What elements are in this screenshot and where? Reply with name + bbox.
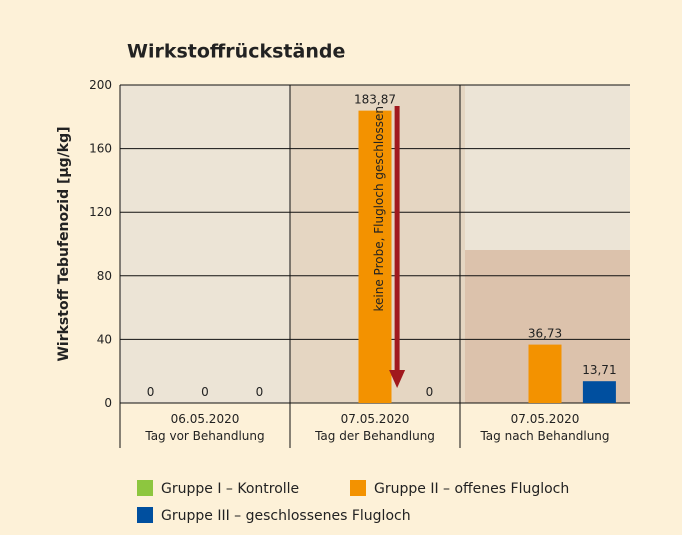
x-tick-label: 07.05.2020 xyxy=(511,412,580,426)
value-label: 36,73 xyxy=(528,327,562,341)
legend-swatch xyxy=(137,507,153,523)
value-label: 0 xyxy=(147,385,155,399)
x-tick-label: 06.05.2020 xyxy=(171,412,240,426)
value-label: 0 xyxy=(201,385,209,399)
y-tick-label: 40 xyxy=(97,332,112,346)
x-tick-label: 07.05.2020 xyxy=(341,412,410,426)
legend-swatch xyxy=(137,480,153,496)
y-tick-label: 160 xyxy=(89,142,112,156)
y-axis-label: Wirkstoff Tebufenozid [µg/kg] xyxy=(56,126,72,361)
legend-swatch xyxy=(350,480,366,496)
chart-title: Wirkstoffrückstände xyxy=(127,41,345,63)
y-tick-label: 120 xyxy=(89,205,112,219)
chart: Wirkstoffrückstände Wirkstoff Tebufenozi… xyxy=(0,0,682,535)
y-tick-label: 200 xyxy=(89,78,112,92)
x-tick-sublabel: Tag der Behandlung xyxy=(314,429,435,443)
value-label: 0 xyxy=(426,385,434,399)
y-tick-label: 0 xyxy=(104,396,112,410)
annotation: keine Probe, Flugloch geschlossen xyxy=(372,106,386,311)
x-tick-sublabel: Tag vor Behandlung xyxy=(144,429,264,443)
legend-label: Gruppe II – offenes Flugloch xyxy=(374,481,569,497)
value-label: 183,87 xyxy=(354,93,396,107)
value-label: 13,71 xyxy=(582,363,616,377)
bar xyxy=(583,381,616,403)
page: {"chart_data": {"type": "bar", "title": … xyxy=(0,0,682,539)
bar xyxy=(529,345,562,403)
value-label: 0 xyxy=(256,385,264,399)
x-tick-sublabel: Tag nach Behandlung xyxy=(479,429,609,443)
legend-label: Gruppe I – Kontrolle xyxy=(161,481,299,497)
legend-label: Gruppe III – geschlossenes Flugloch xyxy=(161,508,411,524)
y-tick-label: 80 xyxy=(97,269,112,283)
